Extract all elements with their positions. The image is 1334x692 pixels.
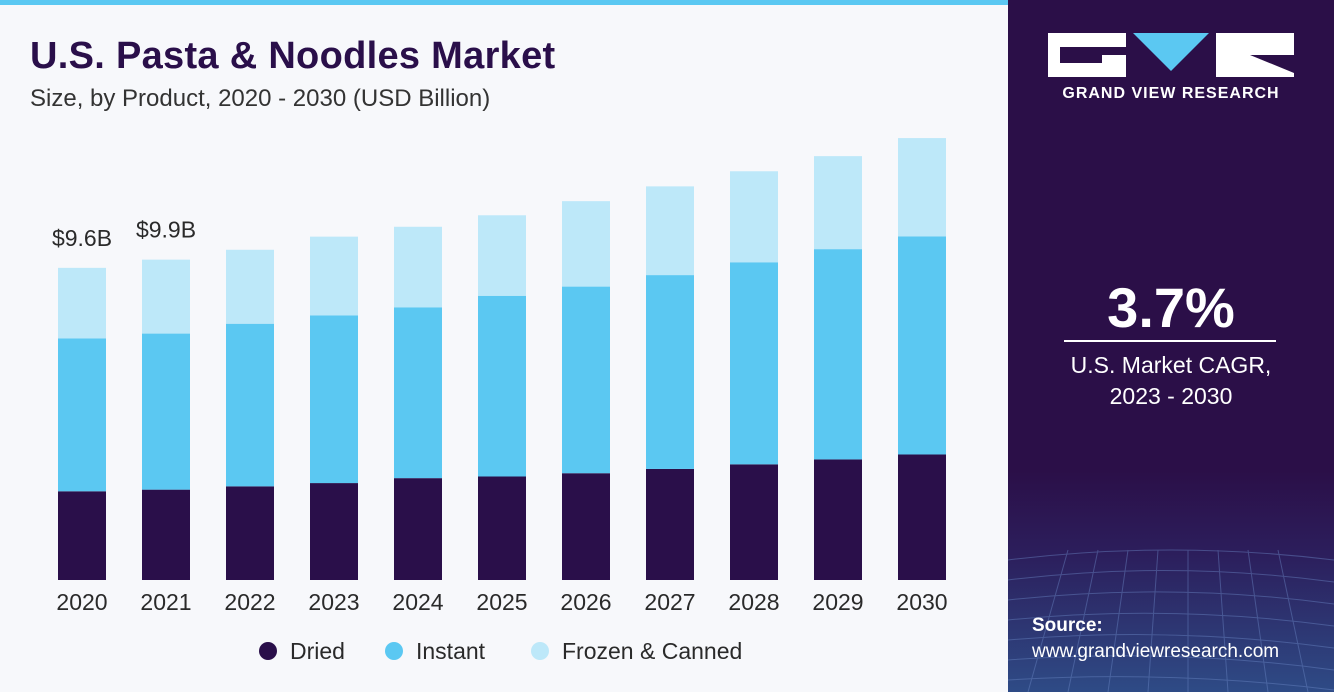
bar-frozen-canned-2026 [562,201,610,287]
x-tick-label: 2029 [812,589,863,615]
bar-dried-2023 [310,483,358,580]
decorative-grid [1008,549,1334,692]
bar-frozen-canned-2023 [310,236,358,316]
bar-frozen-canned-2025 [478,215,526,296]
bar-instant-2024 [394,307,442,479]
bar-frozen-canned-2028 [730,171,778,263]
bar-instant-2027 [646,275,694,469]
chart-subtitle: Size, by Product, 2020 - 2030 (USD Billi… [30,85,491,112]
data-label-2020: $9.6B [52,225,112,251]
cagr-value: 3.7% [1107,276,1235,339]
bar-instant-2028 [730,262,778,465]
legend-label-instant: Instant [416,638,486,664]
x-tick-label: 2030 [896,589,947,615]
x-tick-label: 2028 [728,589,779,615]
data-label-2021: $9.9B [136,217,196,243]
bar-frozen-canned-2021 [142,259,190,334]
x-tick-label: 2020 [56,589,107,615]
bar-instant-2026 [562,286,610,474]
x-tick-label: 2025 [476,589,527,615]
bar-dried-2024 [394,478,442,580]
bar-instant-2021 [142,333,190,490]
legend-marker-dried [259,642,277,660]
bar-dried-2025 [478,476,526,580]
x-tick-label: 2024 [392,589,443,615]
bar-frozen-canned-2022 [226,249,274,324]
grand-view-research-logo [1048,33,1294,77]
bar-instant-2022 [226,323,274,487]
bar-instant-2030 [898,236,946,455]
legend-label-dried: Dried [290,638,345,664]
bar-dried-2022 [226,486,274,580]
cagr-caption-line-2: 2023 - 2030 [1109,383,1233,409]
source-url[interactable]: www.grandviewresearch.com [1032,641,1280,662]
legend-marker-instant [385,642,403,660]
sidebar-panel: GRAND VIEW RESEARCH 3.7% U.S. Market CAG… [1008,0,1334,692]
x-tick-label: 2021 [140,589,191,615]
bar-dried-2030 [898,454,946,580]
bar-dried-2026 [562,473,610,580]
legend-marker-frozen-canned [531,642,549,660]
brand-name: GRAND VIEW RESEARCH [1062,85,1280,102]
stacked-bar-chart: 2020 2021 2022 2023 2024 2025 2026 2027 2028 2029… [52,138,948,664]
bar-dried-2020 [58,491,106,580]
legend-label-frozen-canned: Frozen & Canned [562,638,742,664]
bar-frozen-canned-2024 [394,226,442,308]
x-tick-label: 2026 [560,589,611,615]
bar-instant-2020 [58,338,106,492]
x-tick-label: 2023 [308,589,359,615]
bar-frozen-canned-2027 [646,186,694,276]
bar-instant-2029 [814,249,862,460]
cagr-caption: U.S. Market CAGR, 2023 - 2030 [1008,350,1334,412]
bar-dried-2027 [646,468,694,580]
chart-title: U.S. Pasta & Noodles Market [30,35,556,77]
bar-instant-2023 [310,315,358,484]
bar-instant-2025 [478,295,526,477]
bar-dried-2029 [814,459,862,580]
accent-bar [0,0,1008,5]
cagr-caption-line-1: U.S. Market CAGR, [1070,352,1272,378]
bar-frozen-canned-2020 [58,267,106,339]
x-tick-label: 2027 [644,589,695,615]
source-label: Source: [1032,615,1103,636]
bar-dried-2021 [142,489,190,580]
bar-frozen-canned-2030 [898,138,946,237]
divider [1064,340,1276,342]
bar-frozen-canned-2029 [814,156,862,250]
bar-dried-2028 [730,464,778,580]
x-tick-label: 2022 [224,589,275,615]
